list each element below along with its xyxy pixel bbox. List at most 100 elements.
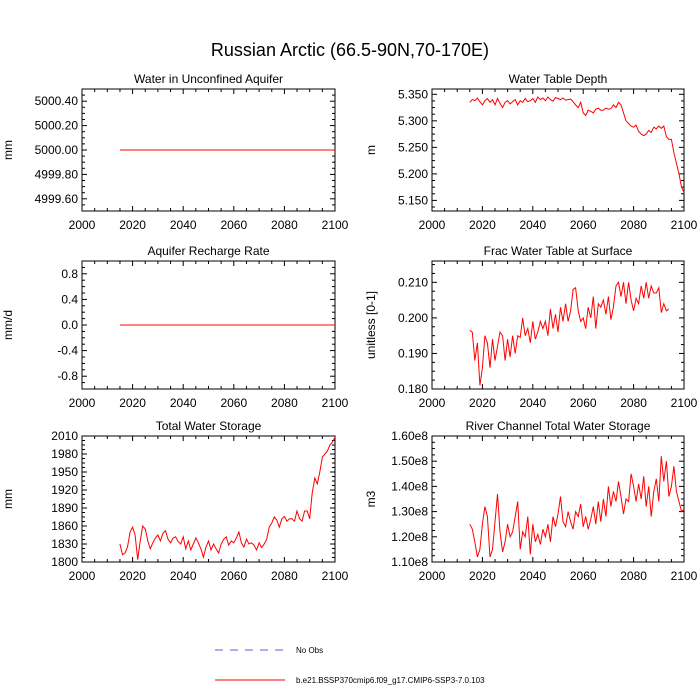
y-tick-label: 0.0 xyxy=(61,318,78,332)
x-tick-label: 2080 xyxy=(620,396,647,410)
x-tick-label: 2060 xyxy=(220,569,247,583)
x-tick-label: 2080 xyxy=(271,396,298,410)
x-tick-label: 2100 xyxy=(671,396,698,410)
x-tick-label: 2040 xyxy=(519,218,546,232)
x-tick-label: 2040 xyxy=(170,396,197,410)
x-tick-label: 2100 xyxy=(322,218,349,232)
panel-title: River Channel Total Water Storage xyxy=(466,419,651,433)
x-tick-label: 2080 xyxy=(620,569,647,583)
x-tick-label: 2020 xyxy=(469,218,496,232)
y-tick-label: 0.4 xyxy=(61,292,78,306)
plot-frame xyxy=(431,435,685,563)
y-tick-label: 1980 xyxy=(51,447,78,461)
x-tick-label: 2040 xyxy=(519,569,546,583)
y-tick-label: 4999.60 xyxy=(35,192,79,206)
y-tick-label: 0.210 xyxy=(398,275,428,289)
x-tick-label: 2100 xyxy=(671,218,698,232)
series-line xyxy=(469,96,685,193)
x-tick-label: 2080 xyxy=(271,218,298,232)
y-tick-label: 1920 xyxy=(51,483,78,497)
y-axis-label: m3 xyxy=(364,490,378,507)
plot-frame xyxy=(431,88,685,212)
chart-panel: River Channel Total Water Storage 2000 202… xyxy=(364,419,698,583)
y-axis-label: m xyxy=(364,145,378,155)
chart-panel: Aquifer Recharge Rate 2000 2020 2040 2060 208… xyxy=(1,244,349,410)
x-tick-label: 2040 xyxy=(170,569,197,583)
legend-model-label: b.e21.BSSP370cmip6.f09_g17.CMIP6-SSP3-7.… xyxy=(296,676,485,685)
x-tick-label: 2040 xyxy=(519,396,546,410)
y-tick-label: 1.20e8 xyxy=(391,530,428,544)
y-tick-label: -0.4 xyxy=(57,344,78,358)
plot-frame xyxy=(431,260,685,390)
y-tick-label: 5.200 xyxy=(398,167,428,181)
y-tick-label: 1.10e8 xyxy=(391,555,428,569)
panel-title: Water in Unconfined Aquifer xyxy=(134,72,283,86)
y-tick-label: 1.60e8 xyxy=(391,429,428,443)
x-tick-label: 2060 xyxy=(570,396,597,410)
chart-panel: Water in Unconfined Aquifer 2000 2020 2040 2… xyxy=(1,72,349,232)
x-tick-label: 2020 xyxy=(119,569,146,583)
x-tick-label: 2060 xyxy=(570,569,597,583)
y-tick-label: 0.200 xyxy=(398,311,428,325)
x-tick-label: 2100 xyxy=(671,569,698,583)
y-axis-label: mm xyxy=(1,140,15,160)
y-axis-label: mm/d xyxy=(1,310,15,340)
panel-title: Water Table Depth xyxy=(509,72,608,86)
y-tick-label: 5000.00 xyxy=(35,143,79,157)
x-tick-label: 2060 xyxy=(220,396,247,410)
y-axis-label: unitless [0-1] xyxy=(364,291,378,359)
y-tick-label: 0.190 xyxy=(398,346,428,360)
x-tick-label: 2000 xyxy=(69,218,96,232)
y-tick-label: -0.8 xyxy=(57,369,78,383)
x-tick-label: 2000 xyxy=(419,569,446,583)
legend: No Obs b.e21.BSSP370cmip6.f09_g17.CMIP6-… xyxy=(215,646,485,685)
y-tick-label: 1950 xyxy=(51,465,78,479)
plot-frame xyxy=(81,435,336,563)
panels: Water in Unconfined Aquifer 2000 2020 2040 2… xyxy=(1,72,698,583)
y-tick-label: 1.40e8 xyxy=(391,479,428,493)
y-tick-label: 1.50e8 xyxy=(391,454,428,468)
y-tick-label: 1860 xyxy=(51,519,78,533)
chart-panel: Water Table Depth 2000 2020 2040 2060 2080 210… xyxy=(364,72,698,232)
series-line xyxy=(469,281,670,386)
x-tick-label: 2000 xyxy=(419,218,446,232)
y-tick-label: 0.180 xyxy=(398,382,428,396)
x-tick-label: 2060 xyxy=(220,218,247,232)
panel-title: Frac Water Table at Surface xyxy=(484,244,633,258)
y-tick-label: 1890 xyxy=(51,501,78,515)
y-tick-label: 1830 xyxy=(51,537,78,551)
series-line xyxy=(469,456,685,558)
x-tick-label: 2100 xyxy=(322,569,349,583)
y-tick-label: 5.250 xyxy=(398,140,428,154)
x-tick-label: 2060 xyxy=(570,218,597,232)
y-tick-label: 1.30e8 xyxy=(391,505,428,519)
x-tick-label: 2000 xyxy=(69,396,96,410)
y-tick-label: 2010 xyxy=(51,429,78,443)
x-tick-label: 2020 xyxy=(469,396,496,410)
x-tick-label: 2000 xyxy=(419,396,446,410)
x-tick-label: 2000 xyxy=(69,569,96,583)
x-tick-label: 2080 xyxy=(620,218,647,232)
x-tick-label: 2080 xyxy=(271,569,298,583)
y-tick-label: 5.350 xyxy=(398,87,428,101)
y-tick-label: 5000.40 xyxy=(35,94,79,108)
legend-obs-label: No Obs xyxy=(296,646,323,655)
y-tick-label: 1800 xyxy=(51,555,78,569)
series-line xyxy=(119,436,336,560)
chart-panel: Frac Water Table at Surface 2000 2020 2040 2… xyxy=(364,244,698,410)
panel-title: Aquifer Recharge Rate xyxy=(147,244,269,258)
y-tick-label: 5000.20 xyxy=(35,119,79,133)
x-tick-label: 2020 xyxy=(119,218,146,232)
chart-panel: Total Water Storage 2000 2020 2040 2060 2080 2… xyxy=(1,419,349,583)
figure-title: Russian Arctic (66.5-90N,70-170E) xyxy=(211,40,489,60)
x-tick-label: 2020 xyxy=(119,396,146,410)
y-tick-label: 5.300 xyxy=(398,114,428,128)
y-tick-label: 5.150 xyxy=(398,193,428,207)
x-tick-label: 2100 xyxy=(322,396,349,410)
x-tick-label: 2020 xyxy=(469,569,496,583)
panel-title: Total Water Storage xyxy=(156,419,262,433)
y-tick-label: 4999.80 xyxy=(35,167,79,181)
y-axis-label: mm xyxy=(1,489,15,509)
x-tick-label: 2040 xyxy=(170,218,197,232)
